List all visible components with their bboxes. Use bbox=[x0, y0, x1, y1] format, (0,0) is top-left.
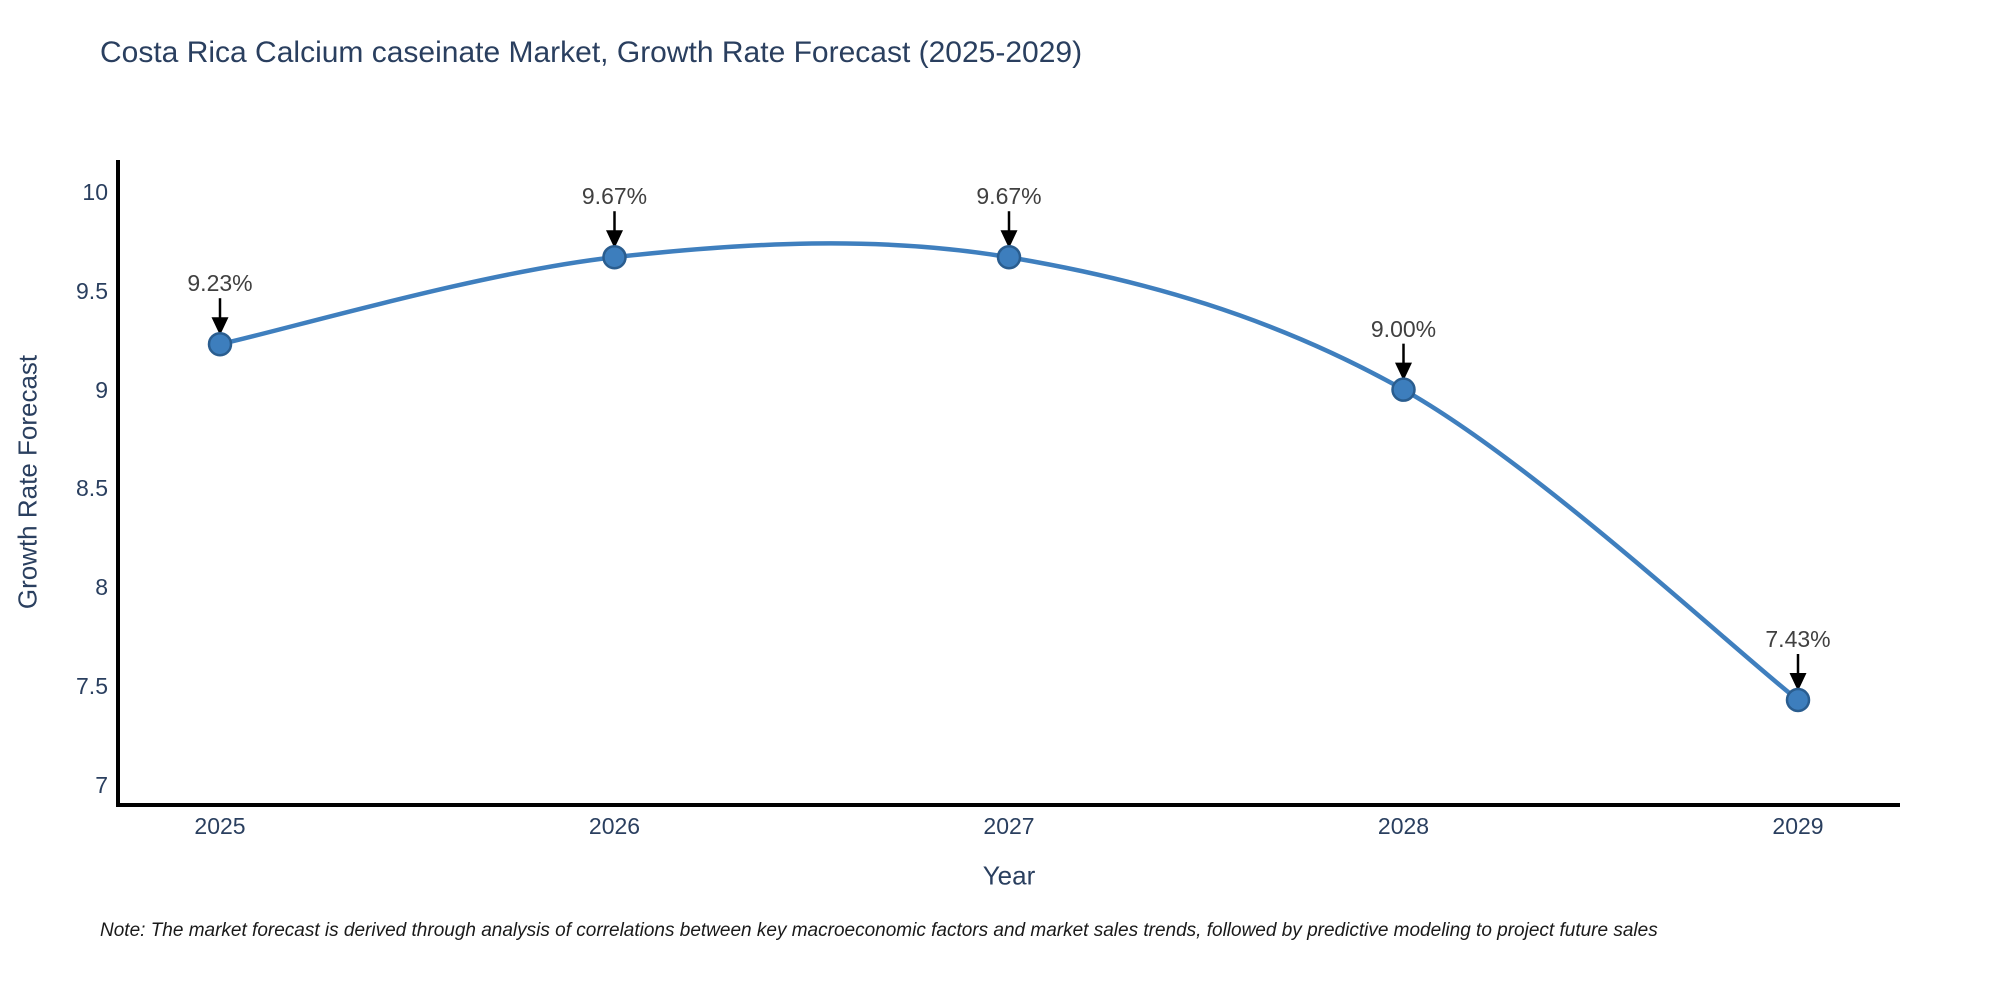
growth-rate-line bbox=[219, 241, 1800, 702]
data-point-label: 9.67% bbox=[976, 183, 1042, 210]
chart-title: Costa Rica Calcium caseinate Market, Gro… bbox=[100, 36, 1083, 69]
x-tick-label: 2028 bbox=[1377, 813, 1430, 839]
y-tick-label: 9.5 bbox=[76, 277, 108, 304]
data-point-label: 9.67% bbox=[581, 183, 648, 210]
x-axis-title: Year bbox=[982, 860, 1036, 891]
x-tick-label: 2026 bbox=[588, 813, 641, 839]
y-tick-label: 9 bbox=[95, 376, 108, 403]
annotation-arrowhead-icon bbox=[1789, 673, 1807, 692]
x-tick-label: 2029 bbox=[1772, 813, 1824, 839]
data-point-marker[interactable] bbox=[1785, 687, 1811, 713]
x-tick-label: 2025 bbox=[194, 813, 246, 839]
data-point-marker[interactable] bbox=[1391, 377, 1416, 402]
annotation-arrowhead-icon bbox=[211, 317, 229, 336]
data-point-marker[interactable] bbox=[996, 244, 1022, 270]
annotation-arrowhead-icon bbox=[606, 230, 623, 249]
annotation-arrowhead-icon bbox=[1395, 362, 1412, 381]
x-tick-label: 2027 bbox=[983, 813, 1035, 839]
data-point-marker[interactable] bbox=[207, 331, 233, 357]
y-tick-label: 8 bbox=[95, 574, 108, 601]
data-point-label: 9.23% bbox=[187, 270, 253, 297]
data-point-label: 7.43% bbox=[1765, 626, 1831, 652]
y-tick-label: 7.5 bbox=[76, 673, 108, 700]
y-tick-label: 10 bbox=[82, 178, 108, 205]
annotation-arrowhead-icon bbox=[1000, 230, 1018, 249]
y-tick-label: 7 bbox=[95, 772, 108, 798]
chart-note: Note: The market forecast is derived thr… bbox=[100, 920, 1658, 941]
data-point-label: 9.00% bbox=[1370, 315, 1437, 342]
y-tick-label: 8.5 bbox=[76, 475, 108, 502]
data-point-marker[interactable] bbox=[602, 244, 627, 270]
